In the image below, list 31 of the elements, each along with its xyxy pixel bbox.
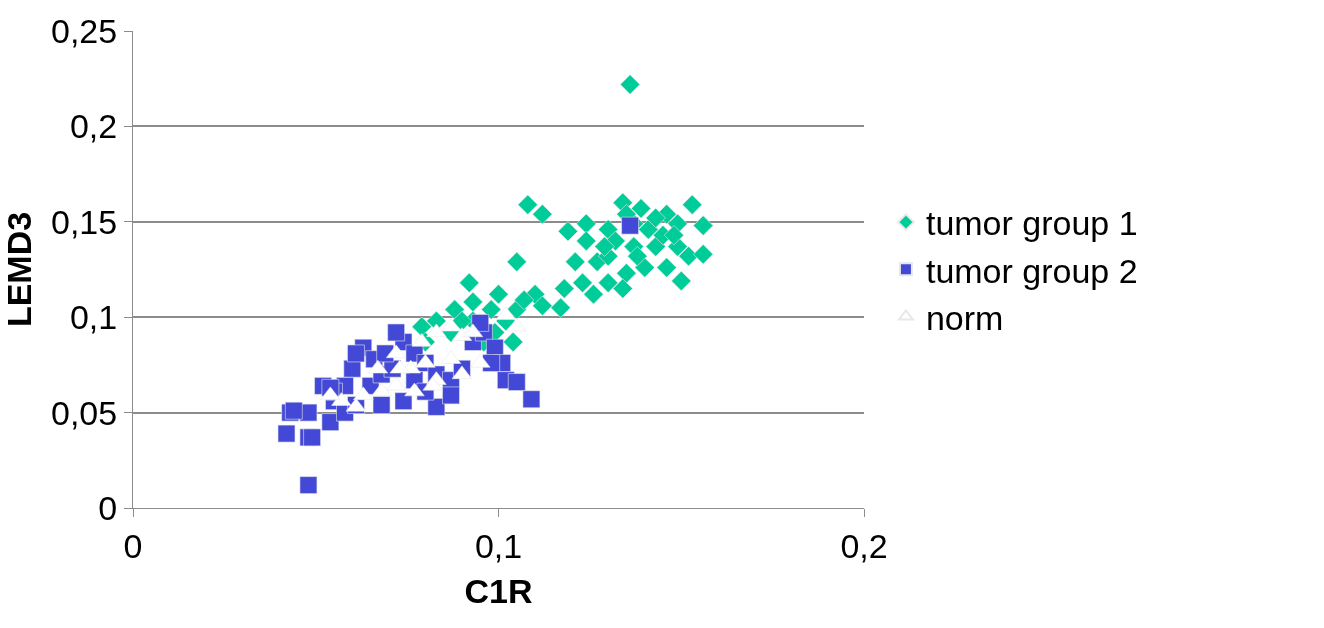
point bbox=[371, 382, 392, 397]
y-tick-label: 0,1 bbox=[69, 298, 118, 337]
point bbox=[522, 390, 541, 409]
legend-label: tumor group 2 bbox=[925, 251, 1138, 290]
point bbox=[367, 359, 388, 374]
point bbox=[321, 413, 340, 431]
point bbox=[389, 359, 410, 374]
point bbox=[303, 428, 321, 447]
y-tick-label: 0,15 bbox=[51, 202, 118, 241]
y-tick-label: 0,25 bbox=[51, 11, 118, 50]
legend-label: norm bbox=[925, 298, 1004, 337]
point bbox=[347, 344, 365, 363]
point bbox=[621, 216, 639, 235]
point bbox=[277, 424, 296, 443]
x-tick-label: 0,1 bbox=[474, 526, 523, 565]
x-axis-title: C1R bbox=[464, 572, 533, 611]
point bbox=[404, 382, 425, 397]
point bbox=[507, 373, 526, 391]
y-axis-title: LEMD3 bbox=[0, 211, 38, 328]
point bbox=[394, 392, 413, 410]
y-tick-label: 0 bbox=[98, 488, 118, 527]
x-tick-label: 0 bbox=[123, 526, 143, 565]
legend-label: tumor group 1 bbox=[925, 204, 1138, 243]
point bbox=[387, 323, 405, 342]
point bbox=[285, 401, 303, 420]
point bbox=[372, 396, 391, 414]
point bbox=[442, 386, 460, 405]
y-tick-label: 0,2 bbox=[69, 107, 118, 146]
y-tick-label: 0,05 bbox=[51, 393, 118, 432]
point bbox=[299, 476, 318, 494]
x-tick-label: 0,2 bbox=[840, 526, 888, 565]
